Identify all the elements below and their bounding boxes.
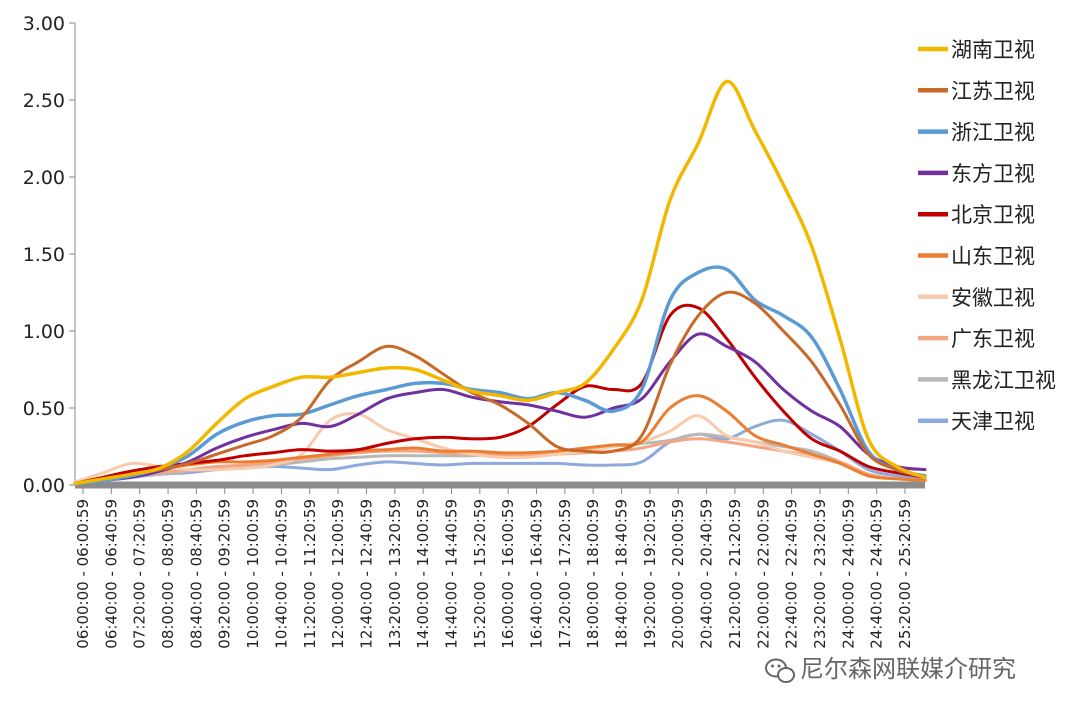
x-axis: 06:00:00 - 06:00:59 06:40:00 - 06:40:59 07… bbox=[74, 481, 925, 649]
x-tick-label: 20:00:00 - 20:00:59 bbox=[669, 499, 687, 649]
x-tick-label: 11:20:00 - 11:20:59 bbox=[301, 499, 319, 649]
series-line-2 bbox=[73, 265, 927, 486]
x-tick-label: 25:20:00 - 25:20:59 bbox=[896, 499, 914, 649]
legend-item: 浙江卫视 bbox=[918, 121, 1035, 145]
watermark-text: 尼尔森网联媒介研究 bbox=[800, 655, 1016, 683]
legend-label: 浙江卫视 bbox=[951, 121, 1035, 145]
x-tick-label: 09:20:00 - 09:20:59 bbox=[216, 499, 234, 649]
x-tick-label: 13:20:00 - 13:20:59 bbox=[386, 499, 404, 649]
legend-item: 广东卫视 bbox=[918, 327, 1035, 351]
x-tick-label: 14:40:00 - 14:40:59 bbox=[442, 499, 460, 649]
y-tick-label: 3.00 bbox=[23, 13, 65, 35]
series-line-3 bbox=[73, 332, 927, 485]
x-tick-label: 10:00:00 - 10:00:59 bbox=[244, 499, 262, 649]
x-tick-label: 10:40:00 - 10:40:59 bbox=[272, 499, 290, 649]
x-tick-label: 15:20:00 - 15:20:59 bbox=[471, 499, 489, 649]
legend-item: 天津卫视 bbox=[918, 410, 1035, 434]
x-tick-label: 22:00:00 - 22:00:59 bbox=[754, 499, 772, 649]
x-tick-label: 18:40:00 - 18:40:59 bbox=[613, 499, 631, 649]
x-tick-label: 12:00:00 - 12:00:59 bbox=[329, 499, 347, 649]
legend-item: 安徽卫视 bbox=[918, 286, 1035, 310]
series-line-0 bbox=[73, 79, 927, 486]
x-tick-label: 16:40:00 - 16:40:59 bbox=[528, 499, 546, 649]
legend-item: 湖南卫视 bbox=[918, 38, 1035, 62]
legend-label: 北京卫视 bbox=[951, 203, 1035, 227]
legend-label: 广东卫视 bbox=[951, 327, 1035, 351]
x-tick-label: 22:40:00 - 22:40:59 bbox=[783, 499, 801, 649]
y-tick-label: 0.50 bbox=[23, 398, 65, 420]
y-tick-label: 0.00 bbox=[23, 475, 65, 497]
legend-label: 安徽卫视 bbox=[951, 286, 1035, 310]
legend-label: 黑龙江卫视 bbox=[951, 368, 1056, 392]
y-tick-label: 1.00 bbox=[23, 321, 65, 343]
x-tick-label: 06:00:00 - 06:00:59 bbox=[74, 499, 92, 649]
x-tick-label: 17:20:00 - 17:20:59 bbox=[556, 499, 574, 649]
y-axis: 0.00 0.50 1.00 1.50 2.00 2.50 3.00 bbox=[23, 13, 76, 497]
x-tick-label: 21:20:00 - 21:20:59 bbox=[726, 499, 744, 649]
series-line-6 bbox=[73, 412, 927, 484]
x-tick-label: 08:40:00 - 08:40:59 bbox=[187, 499, 205, 649]
x-tick-label: 19:20:00 - 19:20:59 bbox=[641, 499, 659, 649]
series-line-4 bbox=[73, 303, 927, 485]
y-tick-label: 2.00 bbox=[23, 167, 65, 189]
series-line-1 bbox=[73, 290, 927, 485]
x-tick-label: 16:00:00 - 16:00:59 bbox=[499, 499, 517, 649]
legend-label: 东方卫视 bbox=[951, 162, 1035, 186]
watermark: 尼尔森网联媒介研究 bbox=[765, 655, 1016, 683]
legend-item: 黑龙江卫视 bbox=[918, 368, 1056, 392]
x-tick-label: 14:00:00 - 14:00:59 bbox=[414, 499, 432, 649]
x-tick-label: 12:40:00 - 12:40:59 bbox=[357, 499, 375, 649]
wechat-icon bbox=[765, 658, 795, 683]
legend-label: 山东卫视 bbox=[951, 245, 1035, 269]
x-tick-label: 18:00:00 - 18:00:59 bbox=[584, 499, 602, 649]
y-tick-label: 1.50 bbox=[23, 244, 65, 266]
legend-label: 天津卫视 bbox=[951, 410, 1035, 434]
legend: 湖南卫视江苏卫视浙江卫视东方卫视北京卫视山东卫视安徽卫视广东卫视黑龙江卫视天津卫… bbox=[918, 38, 1056, 434]
legend-item: 北京卫视 bbox=[918, 203, 1035, 227]
x-tick-label: 08:00:00 - 08:00:59 bbox=[159, 499, 177, 649]
y-tick-label: 2.50 bbox=[23, 90, 65, 112]
x-tick-label: 06:40:00 - 06:40:59 bbox=[102, 499, 120, 649]
x-tick-label: 07:20:00 - 07:20:59 bbox=[131, 499, 149, 649]
legend-item: 江苏卫视 bbox=[918, 79, 1035, 103]
x-tick-label: 24:00:00 - 24:00:59 bbox=[839, 499, 857, 649]
x-tick-label: 24:40:00 - 24:40:59 bbox=[868, 499, 886, 649]
legend-label: 江苏卫视 bbox=[951, 79, 1035, 103]
x-tick-label: 23:20:00 - 23:20:59 bbox=[811, 499, 829, 649]
legend-item: 东方卫视 bbox=[918, 162, 1035, 186]
legend-item: 山东卫视 bbox=[918, 245, 1035, 269]
series-layer bbox=[73, 79, 927, 486]
legend-label: 湖南卫视 bbox=[951, 38, 1035, 62]
x-tick-label: 20:40:00 - 20:40:59 bbox=[698, 499, 716, 649]
